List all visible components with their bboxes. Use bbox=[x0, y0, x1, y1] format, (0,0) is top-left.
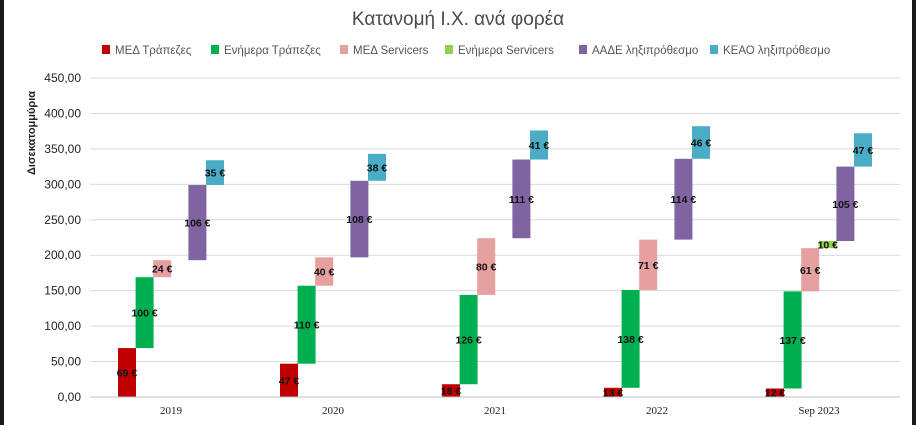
y-tick-label: 300,00 bbox=[44, 177, 81, 191]
bar-segment bbox=[836, 166, 855, 242]
y-tick-label: 450,00 bbox=[44, 71, 81, 85]
bar-segment bbox=[153, 260, 172, 278]
legend-label: ΜΕΔ Servicers bbox=[353, 45, 429, 57]
x-tick-label: Sep 2023 bbox=[798, 405, 840, 417]
bar-segment bbox=[783, 291, 802, 389]
bar-segment bbox=[530, 130, 548, 160]
legend-item: ΜΕΔ Τράπεζες bbox=[102, 45, 192, 57]
data-label: 111 € bbox=[509, 194, 534, 206]
x-tick-label: 2022 bbox=[646, 405, 668, 417]
legend-label: Ενήμερα Servicers bbox=[458, 45, 554, 57]
legend-item: Ενήμερα Servicers bbox=[445, 45, 554, 57]
data-label: 138 € bbox=[617, 334, 643, 346]
legend-item: Ενήμερα Τράπεζες bbox=[211, 45, 321, 57]
bar-segment bbox=[135, 277, 154, 349]
bar-segment bbox=[368, 153, 386, 181]
legend-item: ΜΕΔ Servicers bbox=[340, 45, 429, 57]
bar-segment bbox=[477, 238, 496, 295]
bar-segment bbox=[188, 185, 207, 261]
bar-segment bbox=[206, 160, 224, 186]
data-label: 71 € bbox=[638, 260, 659, 272]
bars bbox=[118, 126, 872, 397]
data-label: 24 € bbox=[152, 264, 173, 276]
data-label: 10 € bbox=[818, 240, 839, 252]
data-label: 106 € bbox=[184, 218, 210, 230]
gridlines bbox=[90, 77, 900, 363]
legend-swatch bbox=[340, 45, 348, 54]
data-labels: 69 € 100 € 24 € 106 € 35 € 47 € 110 € 40 € 108 €… bbox=[117, 138, 874, 400]
y-tick-label: 250,00 bbox=[44, 213, 81, 227]
y-tick-label: 350,00 bbox=[44, 142, 81, 156]
bar-segment bbox=[459, 294, 478, 385]
data-label: 47 € bbox=[853, 145, 874, 157]
bar-segment bbox=[639, 239, 658, 290]
y-tick-label: 200,00 bbox=[44, 248, 81, 262]
data-label: 69 € bbox=[117, 368, 138, 380]
legend-swatch bbox=[579, 45, 587, 54]
data-label: 13 € bbox=[603, 387, 624, 399]
data-label: 47 € bbox=[279, 375, 300, 387]
y-axis-ticks: 0,00 50,00 100,00 150,00 200,00 250,00 300,00 3… bbox=[44, 71, 81, 404]
bar-segment bbox=[512, 159, 531, 239]
legend-label: ΑΑΔΕ ληξιπρόθεσμο bbox=[592, 45, 698, 57]
legend-item: ΚΕΑΟ ληξιπρόθεσμο bbox=[710, 45, 830, 57]
legend-swatch bbox=[710, 45, 718, 54]
bar-segment bbox=[350, 180, 369, 258]
bar-segment bbox=[621, 289, 640, 388]
data-label: 41 € bbox=[529, 140, 550, 152]
bar-segment bbox=[818, 241, 837, 249]
y-tick-label: 150,00 bbox=[44, 284, 81, 298]
legend: ΜΕΔ Τράπεζες Ενήμερα Τράπεζες ΜΕΔ Servicer… bbox=[102, 45, 830, 57]
y-tick-label: 50,00 bbox=[51, 355, 81, 369]
bar-segment bbox=[297, 285, 316, 364]
data-label: 108 € bbox=[346, 214, 372, 226]
legend-swatch bbox=[211, 45, 219, 54]
legend-label: Ενήμερα Τράπεζες bbox=[224, 45, 321, 57]
bar-segment bbox=[280, 363, 298, 397]
data-label: 35 € bbox=[205, 168, 226, 180]
y-tick-label: 0,00 bbox=[58, 390, 82, 404]
legend-label: ΜΕΔ Τράπεζες bbox=[115, 45, 192, 57]
bar-segment bbox=[118, 348, 136, 397]
legend-swatch bbox=[102, 45, 110, 54]
bar-segment bbox=[854, 133, 872, 167]
x-axis-ticks: 2019 2020 2021 2022 Sep 2023 bbox=[160, 405, 840, 417]
bar-segment bbox=[674, 158, 693, 240]
data-label: 137 € bbox=[779, 335, 805, 347]
data-label: 18 € bbox=[441, 386, 462, 398]
chart-title: Κατανομή Ι.Χ. ανά φορέα bbox=[352, 9, 564, 30]
bar-segment bbox=[604, 387, 622, 397]
legend-label: ΚΕΑΟ ληξιπρόθεσμο bbox=[723, 45, 830, 57]
bar-segment bbox=[801, 248, 820, 292]
y-tick-label: 100,00 bbox=[44, 319, 81, 333]
data-label: 80 € bbox=[476, 262, 497, 274]
data-label: 110 € bbox=[294, 320, 320, 332]
legend-item: ΑΑΔΕ ληξιπρόθεσμο bbox=[579, 45, 698, 57]
bar-segment bbox=[766, 388, 784, 397]
x-tick-label: 2019 bbox=[160, 405, 183, 417]
bar-segment bbox=[315, 257, 334, 286]
data-label: 100 € bbox=[131, 308, 157, 320]
data-label: 61 € bbox=[800, 265, 821, 277]
data-label: 114 € bbox=[671, 194, 697, 206]
x-tick-label: 2021 bbox=[484, 405, 506, 417]
data-label: 40 € bbox=[314, 267, 335, 279]
chart: Κατανομή Ι.Χ. ανά φορέα ΜΕΔ Τράπεζες Ενήμ… bbox=[26, 9, 900, 417]
data-label: 12 € bbox=[765, 388, 786, 400]
data-label: 38 € bbox=[367, 162, 388, 174]
data-label: 126 € bbox=[455, 335, 481, 347]
data-label: 105 € bbox=[832, 199, 858, 211]
bar-segment bbox=[692, 126, 710, 159]
y-axis-label: Δισεκατομμύρια bbox=[26, 91, 38, 175]
x-tick-label: 2020 bbox=[322, 405, 345, 417]
data-label: 46 € bbox=[691, 138, 712, 150]
y-tick-label: 400,00 bbox=[44, 106, 81, 120]
legend-swatch bbox=[445, 45, 453, 54]
bar-segment bbox=[442, 384, 460, 397]
